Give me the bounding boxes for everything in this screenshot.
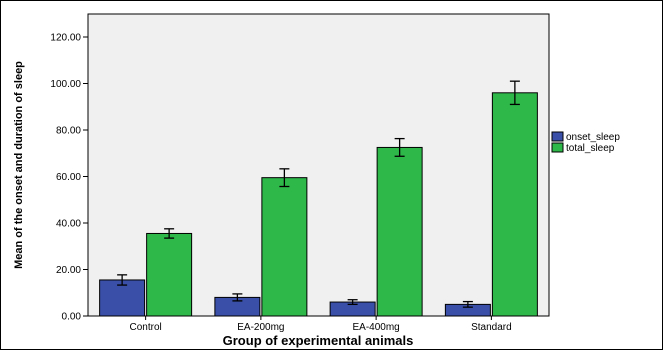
x-tick-label: EA-200mg xyxy=(237,322,284,333)
y-tick-label: 100.00 xyxy=(50,79,81,90)
legend-swatch-onset_sleep xyxy=(551,131,564,142)
y-tick-label: 60.00 xyxy=(56,172,81,183)
bar-onset_sleep-Control xyxy=(99,279,146,317)
bar-total_sleep-Control xyxy=(146,232,193,317)
y-axis-label: Mean of the onset and duration of sleep xyxy=(13,61,25,269)
bar-total_sleep-EA-200mg xyxy=(261,177,308,317)
error-bar-total_sleep-EA-200mg xyxy=(279,168,290,188)
error-bar-total_sleep-Control xyxy=(164,228,175,239)
y-tick-label: 80.00 xyxy=(56,126,81,137)
error-bar-total_sleep-Standard xyxy=(509,80,520,106)
y-tick-label: 0.00 xyxy=(62,312,82,323)
y-tick-label: 20.00 xyxy=(56,265,81,276)
legend-label-total_sleep: total_sleep xyxy=(566,143,615,154)
legend-swatch-total_sleep xyxy=(551,142,564,153)
bar-total_sleep-EA-400mg xyxy=(376,146,423,317)
error-bar-onset_sleep-Standard xyxy=(462,300,473,308)
error-bar-onset_sleep-EA-400mg xyxy=(347,299,358,306)
error-bar-onset_sleep-Control xyxy=(117,274,128,286)
x-tick-label: EA-400mg xyxy=(353,322,400,333)
x-tick-label: Standard xyxy=(471,322,512,333)
x-axis-label: Group of experimental animals xyxy=(223,333,414,348)
bar-total_sleep-Standard xyxy=(491,92,538,317)
x-tick-label: Control xyxy=(130,322,162,333)
error-bar-total_sleep-EA-400mg xyxy=(394,137,405,157)
legend-label-onset_sleep: onset_sleep xyxy=(566,132,620,143)
y-tick-label: 120.00 xyxy=(50,33,81,44)
error-bar-onset_sleep-EA-200mg xyxy=(232,293,243,302)
y-tick-label: 40.00 xyxy=(56,219,81,230)
